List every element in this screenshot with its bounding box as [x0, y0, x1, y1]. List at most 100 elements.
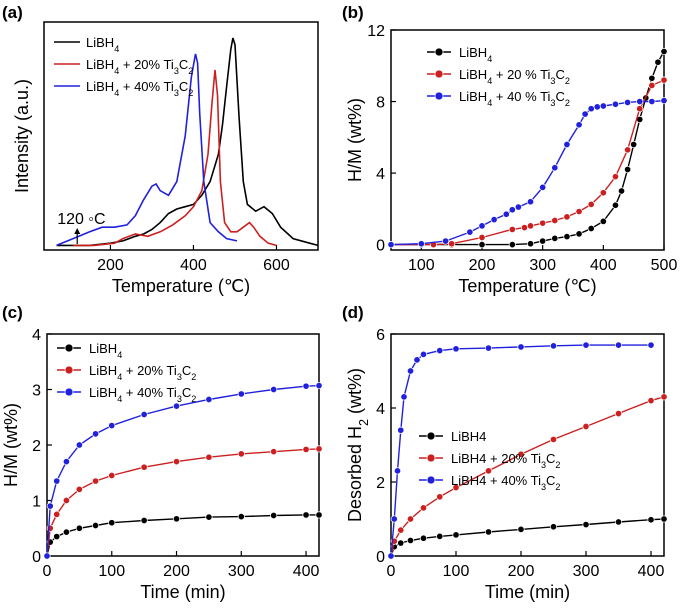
data-point	[517, 343, 525, 351]
data-point	[46, 502, 54, 510]
data-point	[660, 47, 668, 56]
data-point	[517, 450, 525, 458]
data-point	[582, 422, 590, 431]
data-point	[75, 485, 83, 493]
x-tick-label: 400	[590, 257, 617, 274]
x-tick-label: 200	[508, 563, 535, 580]
y-tick-label: 12	[367, 23, 385, 40]
data-point	[237, 513, 245, 521]
data-point	[611, 100, 620, 108]
annotation-120c: 120 ◦C	[57, 211, 105, 228]
data-point	[587, 224, 595, 233]
data-point	[205, 513, 213, 521]
x-tick-label: 300	[573, 563, 600, 580]
data-point	[140, 516, 148, 525]
data-point	[551, 234, 559, 242]
x-tick-label: 400	[293, 563, 320, 580]
data-point	[478, 241, 486, 249]
legend-label: LiBH4	[451, 429, 486, 444]
data-point	[53, 477, 61, 485]
series-line	[46, 384, 320, 557]
data-point	[648, 81, 656, 89]
panel-c: (c) 0 100 200 300 400 0 1 2 3 4 Time (min) H/M (wt%)…	[1, 303, 323, 602]
data-point	[442, 237, 450, 245]
data-point	[563, 213, 571, 221]
legend-label: LiBH4	[86, 35, 119, 54]
x-tick-label: 300	[228, 563, 255, 580]
data-point	[587, 105, 595, 113]
x-tick-label: 200	[163, 563, 190, 580]
y-tick-label: 2	[376, 475, 385, 492]
legend-label: LiBH4	[89, 341, 122, 360]
data-point	[419, 534, 428, 542]
data-point	[478, 233, 486, 242]
data-point	[140, 410, 148, 419]
data-point	[526, 222, 535, 230]
data-point	[436, 532, 444, 540]
data-point	[237, 450, 245, 458]
data-point	[582, 341, 590, 349]
series-2	[56, 53, 238, 247]
data-point	[624, 165, 632, 174]
data-point	[517, 525, 525, 533]
data-point	[62, 496, 70, 505]
data-point	[502, 210, 510, 218]
legend-label: LiBH4 + 20% Ti3C2	[451, 451, 560, 470]
data-point	[397, 539, 405, 547]
data-point	[549, 523, 558, 531]
data-point	[575, 207, 583, 216]
panel-label: (a)	[2, 3, 23, 22]
x-tick-label: 300	[529, 257, 556, 274]
legend-label: LiBH4 + 40% Ti3C2	[86, 79, 193, 98]
legend-label: LiBH4 + 40% Ti3C2	[451, 473, 560, 492]
data-point	[452, 345, 460, 353]
x-tick-label: 600	[263, 257, 290, 274]
data-point	[648, 74, 656, 82]
series-0	[56, 37, 319, 247]
data-point	[508, 206, 516, 214]
data-point	[593, 103, 601, 111]
series-line	[73, 69, 277, 247]
x-tick-label: 400	[180, 257, 207, 274]
data-point	[508, 225, 516, 233]
legend-label: LiBH4 + 40% Ti3C2	[89, 385, 196, 404]
data-point	[417, 240, 425, 248]
series-1	[387, 393, 668, 560]
data-point	[581, 110, 589, 118]
plot-frame	[390, 333, 665, 557]
series-line	[391, 79, 665, 246]
data-point	[614, 518, 623, 526]
data-point	[587, 200, 595, 208]
data-point	[413, 356, 421, 364]
data-point	[484, 467, 493, 475]
data-point	[452, 531, 460, 539]
data-point	[108, 519, 116, 527]
series-1	[43, 445, 323, 560]
data-point	[549, 342, 558, 350]
series-0	[43, 511, 323, 560]
legend-label: LiBH4 + 20% Ti3C2	[89, 363, 196, 382]
plot-frame	[390, 29, 665, 251]
y-tick-label: 8	[376, 95, 385, 112]
data-point	[387, 552, 395, 560]
data-point	[406, 367, 415, 375]
series-1	[387, 76, 668, 249]
legend-marker	[426, 453, 436, 463]
data-point	[172, 515, 181, 523]
data-point	[614, 341, 623, 349]
y-tick-label: 2	[32, 438, 41, 455]
data-point	[617, 187, 626, 195]
data-point	[484, 528, 493, 536]
data-point	[551, 216, 559, 225]
panel-label: (c)	[2, 303, 23, 322]
y-axis-label: H/M (wt%)	[1, 403, 21, 487]
data-point	[397, 426, 405, 434]
data-point	[62, 528, 70, 536]
data-point	[647, 341, 655, 349]
panel-label: (d)	[342, 303, 364, 322]
data-point	[172, 458, 181, 466]
annotation-arrowhead	[74, 228, 81, 234]
data-point	[647, 397, 655, 405]
y-tick-label: 4	[32, 327, 41, 344]
